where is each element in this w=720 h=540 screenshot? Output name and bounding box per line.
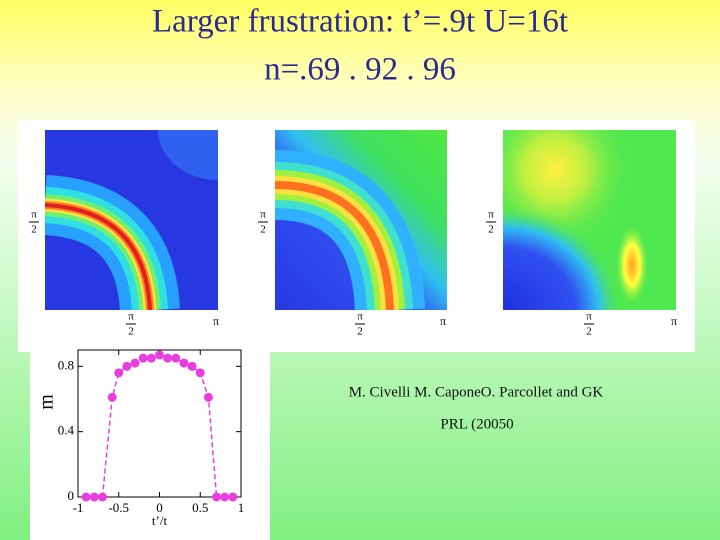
fraction-label: π2	[29, 209, 39, 236]
fraction-num: π	[260, 209, 266, 221]
fraction-num: π	[586, 311, 592, 323]
data-point	[89, 492, 99, 502]
y-tick-label: 0.4	[58, 423, 75, 438]
heatmap	[45, 130, 218, 310]
heatmap	[503, 130, 676, 310]
data-point	[212, 492, 222, 502]
y-tick-label: 0	[68, 488, 75, 503]
data-point	[138, 353, 148, 363]
fraction-label: π2	[126, 311, 136, 338]
title-line: Larger frustration: t’=.9t U=16t	[152, 4, 568, 40]
x-tick-label: -0.5	[108, 500, 129, 515]
fraction-num: π	[31, 209, 37, 221]
fraction-label: π2	[486, 209, 496, 236]
chart-frame	[30, 345, 270, 540]
data-point	[163, 353, 173, 363]
data-point	[179, 358, 189, 368]
x-tick-label: -1	[73, 500, 84, 515]
fraction-label: π2	[258, 209, 268, 236]
data-point	[228, 492, 238, 502]
x-tick-label: π	[671, 314, 677, 328]
data-point	[107, 392, 117, 402]
y-axis-label: m	[36, 394, 58, 410]
x-axis-label: t’/t	[152, 513, 168, 528]
data-point	[171, 353, 181, 363]
fraction-num: π	[128, 311, 134, 323]
fraction-den: 2	[586, 326, 592, 338]
fraction-den: 2	[260, 224, 266, 236]
y-tick-label: 0.8	[58, 357, 74, 372]
data-point	[203, 392, 213, 402]
x-tick-label: 0.5	[192, 500, 208, 515]
data-point	[130, 358, 140, 368]
heatmap	[275, 130, 447, 310]
data-point	[155, 350, 164, 360]
fraction-den: 2	[357, 326, 363, 338]
chart: -1 -0.5 0 0.5 1 0 0.4 0.8 t’/t m	[36, 350, 245, 528]
data-point	[114, 368, 124, 378]
data-point	[97, 492, 107, 502]
fraction-num: π	[357, 311, 363, 323]
x-tick-label: 1	[238, 500, 245, 515]
fraction-den: 2	[488, 224, 494, 236]
fraction-num: π	[488, 209, 494, 221]
fraction-den: 2	[128, 326, 134, 338]
data-point	[146, 353, 156, 363]
fraction-label: π2	[355, 311, 365, 338]
x-tick-label: π	[440, 314, 446, 328]
x-tick-label: π	[213, 314, 219, 328]
citation: M. Civelli M. CaponeO. Parcollet and GK	[349, 384, 604, 400]
fraction-den: 2	[31, 224, 37, 236]
fraction-label: π2	[584, 311, 594, 338]
data-point	[81, 492, 91, 502]
title-line: n=.69 . 92 . 96	[264, 52, 456, 88]
data-point	[195, 368, 205, 378]
citation: PRL (20050	[440, 416, 513, 432]
data-point	[122, 361, 132, 371]
x-tick-label: 0	[156, 500, 163, 515]
data-point	[187, 361, 197, 371]
data-point	[220, 492, 230, 502]
